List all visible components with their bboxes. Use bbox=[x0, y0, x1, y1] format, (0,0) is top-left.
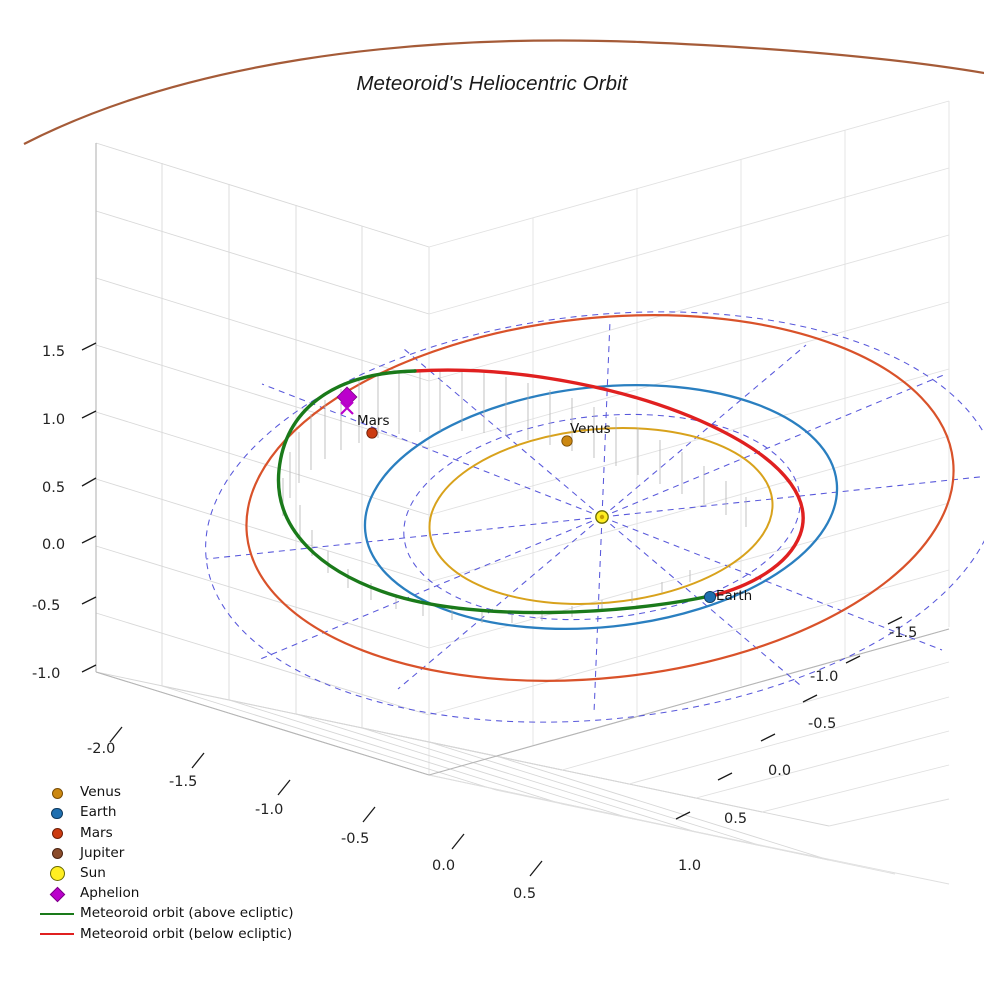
aphelion-marker bbox=[336, 386, 358, 415]
y-tick-label: 0.0 bbox=[768, 763, 792, 779]
meteoroid-orbit-below bbox=[413, 368, 805, 598]
z-tick-label: -0.5 bbox=[32, 598, 61, 614]
legend-item-aphelion[interactable]: Aphelion bbox=[34, 884, 294, 904]
axes-grid bbox=[95, 100, 950, 885]
legend-label: Meteoroid orbit (below ecliptic) bbox=[80, 925, 293, 942]
x-tick-label: -0.5 bbox=[341, 831, 370, 847]
z-axis-ticks bbox=[81, 342, 97, 673]
z-tick-label: 1.5 bbox=[42, 344, 66, 360]
earth-label: Earth bbox=[716, 588, 753, 604]
red-line-icon bbox=[34, 933, 80, 936]
axis-spines bbox=[95, 143, 950, 776]
y-tick-label: 0.5 bbox=[724, 811, 748, 827]
z-tick-label: 0.5 bbox=[42, 480, 66, 496]
legend-label: Mars bbox=[80, 824, 113, 841]
x-tick-label: -1.5 bbox=[169, 774, 198, 790]
venus-orbit bbox=[428, 427, 774, 605]
earth-marker bbox=[703, 590, 717, 604]
y-tick-label: -0.5 bbox=[808, 716, 837, 732]
legend-item-venus[interactable]: Venus bbox=[34, 783, 294, 803]
mars-orbit bbox=[245, 314, 955, 682]
plot-title: Meteoroid's Heliocentric Orbit bbox=[356, 72, 628, 95]
sun-marker-icon bbox=[34, 866, 80, 882]
earth-marker-icon bbox=[34, 807, 80, 820]
legend-label: Aphelion bbox=[80, 885, 140, 902]
z-tick-label: -1.0 bbox=[32, 666, 61, 682]
mars-marker-icon bbox=[34, 827, 80, 839]
x-tick-label: 0.5 bbox=[513, 886, 537, 902]
legend-item-earth[interactable]: Earth bbox=[34, 803, 294, 823]
legend-label: Meteoroid orbit (above ecliptic) bbox=[80, 905, 294, 922]
venus-label: Venus bbox=[570, 421, 611, 437]
legend-label: Earth bbox=[80, 804, 117, 821]
y-tick-label: 1.0 bbox=[678, 858, 702, 874]
venus-marker bbox=[561, 435, 573, 447]
y-tick-label: -1.0 bbox=[810, 669, 839, 685]
mars-label: Mars bbox=[357, 413, 390, 429]
venus-marker-icon bbox=[34, 787, 80, 799]
meteoroid-orbit-above bbox=[276, 369, 712, 615]
y-axis-ticks bbox=[675, 616, 903, 820]
aphelion-diamond-icon bbox=[34, 886, 80, 902]
legend-item-orbit-above[interactable]: Meteoroid orbit (above ecliptic) bbox=[34, 904, 294, 924]
x-tick-label: -1.0 bbox=[255, 802, 284, 818]
green-line-icon bbox=[34, 913, 80, 916]
y-tick-label: -1.5 bbox=[889, 625, 918, 641]
z-tick-label: 1.0 bbox=[42, 412, 66, 428]
legend-label: Sun bbox=[80, 865, 106, 882]
z-tick-label: 0.0 bbox=[42, 537, 66, 553]
legend: Venus Earth Mars Jupiter Sun bbox=[34, 783, 294, 945]
x-tick-label: 0.0 bbox=[432, 858, 456, 874]
polar-grid bbox=[205, 311, 984, 723]
legend-label: Jupiter bbox=[80, 844, 125, 861]
legend-item-jupiter[interactable]: Jupiter bbox=[34, 844, 294, 864]
legend-item-mars[interactable]: Mars bbox=[34, 823, 294, 843]
jupiter-orbit bbox=[23, 39, 984, 145]
legend-label: Venus bbox=[80, 784, 121, 801]
earth-orbit bbox=[363, 383, 839, 631]
x-tick-label: -2.0 bbox=[87, 741, 116, 757]
jupiter-marker-icon bbox=[34, 848, 80, 860]
sun-marker bbox=[595, 510, 609, 524]
x-axis-ticks bbox=[109, 726, 543, 877]
legend-item-sun[interactable]: Sun bbox=[34, 864, 294, 884]
legend-item-orbit-below[interactable]: Meteoroid orbit (below ecliptic) bbox=[34, 924, 294, 944]
meteoroid-stems bbox=[282, 369, 747, 623]
mars-marker bbox=[366, 427, 378, 439]
